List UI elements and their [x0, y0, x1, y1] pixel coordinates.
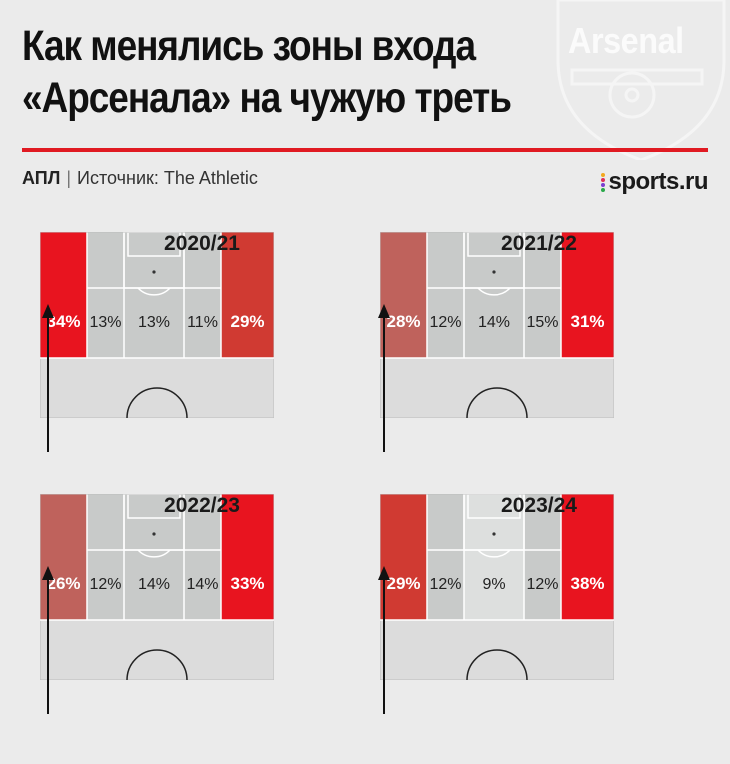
- zone-4: [184, 232, 221, 358]
- penalty-spot: [492, 532, 496, 536]
- page-title: Как менялись зоны входа «Арсенала» на чу…: [22, 20, 512, 124]
- zone-2: [427, 494, 464, 620]
- arsenal-crest-watermark: [556, 0, 726, 160]
- arrow-head-icon: [378, 304, 390, 318]
- arrow-head-icon: [42, 304, 54, 318]
- pitch-panel-2023-24: 2023/24 29% 12% 9% 12% 38%: [378, 493, 680, 734]
- zone-value-label: 12%: [429, 576, 461, 593]
- penalty-spot: [152, 532, 156, 536]
- centre-circle: [126, 649, 188, 681]
- zone-4: [524, 494, 561, 620]
- zone-value-label: 26%: [46, 574, 80, 593]
- penalty-arc: [477, 287, 511, 296]
- zone-value-label: 14%: [478, 314, 510, 331]
- pitch-heatmap: 26% 12% 14% 14% 33%: [39, 493, 275, 681]
- zone-value-label: 11%: [187, 314, 218, 331]
- zone-2: [87, 494, 124, 620]
- zone-value-label: 34%: [46, 312, 80, 331]
- title-line-1: Как менялись зоны входа: [22, 22, 476, 70]
- zone-5: [221, 232, 274, 358]
- zone-value-label: 13%: [138, 314, 170, 331]
- brand-logo: sports.ru: [601, 168, 708, 196]
- source-label: Источник: The Athletic: [77, 168, 258, 188]
- meta-separator: |: [66, 168, 72, 188]
- zone-5: [221, 494, 274, 620]
- source-line: АПЛ | Источник: The Athletic: [22, 168, 258, 189]
- zone-value-label: 28%: [386, 312, 420, 331]
- season-title: 2021/22: [501, 232, 577, 255]
- zone-value-label: 12%: [526, 576, 558, 593]
- zone-5: [561, 232, 614, 358]
- pitch-heatmap: 29% 12% 9% 12% 38%: [379, 493, 615, 681]
- centre-circle: [466, 649, 528, 681]
- zone-1: [380, 494, 427, 620]
- attack-direction-arrow: [383, 316, 385, 452]
- brand-dots-icon: [601, 172, 606, 193]
- attack-direction-arrow: [47, 578, 49, 714]
- league-label: АПЛ: [22, 168, 61, 188]
- attack-direction-arrow: [47, 316, 49, 452]
- zone-value-label: 13%: [89, 314, 121, 331]
- zone-value-label: 14%: [138, 576, 170, 593]
- centre-circle: [466, 387, 528, 419]
- penalty-arc: [477, 549, 511, 558]
- zone-5: [561, 494, 614, 620]
- pitch-heatmap: 34% 13% 13% 11% 29%: [39, 231, 275, 419]
- zone-value-label: 38%: [570, 574, 604, 593]
- zone-value-label: 15%: [526, 314, 558, 331]
- crest-text: Arsenal: [568, 20, 684, 61]
- zone-2: [87, 232, 124, 358]
- penalty-arc: [137, 549, 171, 558]
- pitch-panel-2020-21: 2020/21 34% 13% 13% 11% 29%: [39, 231, 340, 472]
- brand-name: sports.ru: [608, 168, 708, 195]
- season-title: 2023/24: [501, 494, 577, 517]
- pitch-heatmap: 28% 12% 14% 15% 31%: [379, 231, 615, 419]
- zone-value-label: 31%: [570, 312, 604, 331]
- penalty-spot: [492, 270, 496, 274]
- season-title: 2020/21: [164, 232, 240, 255]
- zone-1: [380, 232, 427, 358]
- zone-value-label: 29%: [386, 574, 420, 593]
- arrow-head-icon: [378, 566, 390, 580]
- arrow-head-icon: [42, 566, 54, 580]
- penalty-arc: [137, 287, 171, 296]
- penalty-spot: [152, 270, 156, 274]
- zone-4: [524, 232, 561, 358]
- zone-value-label: 14%: [186, 576, 218, 593]
- zone-4: [184, 494, 221, 620]
- zone-value-label: 12%: [89, 576, 121, 593]
- zone-value-label: 29%: [230, 312, 264, 331]
- zone-2: [427, 232, 464, 358]
- centre-circle: [126, 387, 188, 419]
- title-line-2: «Арсенала» на чужую треть: [22, 74, 512, 122]
- zone-value-label: 12%: [429, 314, 461, 331]
- pitch-panel-2021-22: 2021/22 28% 12% 14% 15% 31%: [378, 231, 680, 472]
- zone-value-label: 9%: [482, 576, 505, 593]
- pitch-panel-2022-23: 2022/23 26% 12% 14% 14% 33%: [39, 493, 340, 734]
- zone-value-label: 33%: [230, 574, 264, 593]
- season-title: 2022/23: [164, 494, 240, 517]
- attack-direction-arrow: [383, 578, 385, 714]
- title-divider: [22, 148, 708, 152]
